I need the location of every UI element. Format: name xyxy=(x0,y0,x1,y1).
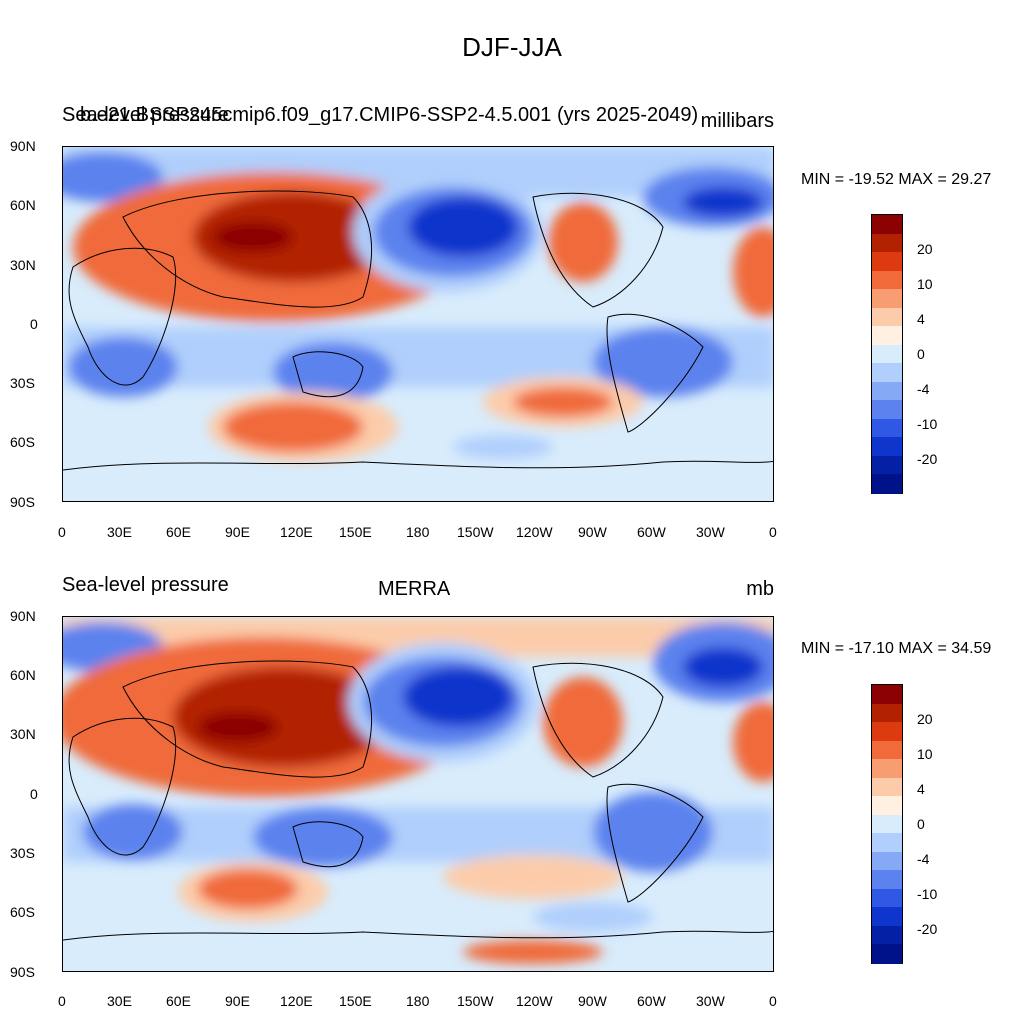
panel-1-lat-label: 30N xyxy=(10,257,36,273)
colorbar-swatch xyxy=(872,759,902,779)
panel-2-units: mb xyxy=(746,578,774,600)
panel-2-map xyxy=(62,616,774,972)
colorbar-swatch xyxy=(872,455,902,475)
colorbar-swatch xyxy=(872,252,902,272)
panel-1-lon-label: 90E xyxy=(225,524,250,540)
panel-1-lon-label: 60E xyxy=(166,524,191,540)
panel-2-lon-label: 90E xyxy=(225,993,250,1009)
panel-1-map xyxy=(62,146,774,502)
panel-1-lat-label: 90S xyxy=(10,494,35,510)
colorbar-swatch xyxy=(872,381,902,401)
panel-2-colorbar-label: 4 xyxy=(917,781,925,797)
colorbar-swatch xyxy=(872,418,902,438)
panel-2-field xyxy=(63,617,773,971)
panel-2-lon-label: 0 xyxy=(58,993,66,1009)
panel-2-lon-label: 120E xyxy=(280,993,313,1009)
colorbar-swatch xyxy=(872,474,902,494)
panel-2-center-title: MERRA xyxy=(378,578,451,600)
panel-1-lon-label: 90W xyxy=(578,524,607,540)
colorbar-swatch xyxy=(872,870,902,890)
colorbar-swatch xyxy=(872,233,902,253)
colorbar-swatch xyxy=(872,925,902,945)
panel-2-colorbar xyxy=(871,684,903,964)
panel-1-lon-label: 120E xyxy=(280,524,313,540)
panel-1-lat-label: 0 xyxy=(30,316,38,332)
panel-2-colorbar-label: -20 xyxy=(917,921,938,937)
panel-1-colorbar xyxy=(871,214,903,494)
colorbar-swatch xyxy=(872,796,902,816)
panel-2-minmax: MIN = -17.10 MAX = 34.59 xyxy=(801,640,992,657)
panel-1-lat-label: 30S xyxy=(10,375,35,391)
panel-1-case-title: b.e21.BSSP245cmip6.f09_g17.CMIP6-SSP2-4.… xyxy=(80,104,699,126)
panel-1-lat-label: 60N xyxy=(10,197,36,213)
panel-1-colorbar-label: 4 xyxy=(917,311,925,327)
panel-2-lon-label: 150W xyxy=(457,993,494,1009)
panel-1-lon-label: 30E xyxy=(107,524,132,540)
panel-2-left-title: Sea-level pressure xyxy=(62,574,229,596)
colorbar-swatch xyxy=(872,326,902,346)
panel-2-lon-label: 90W xyxy=(578,993,607,1009)
panel-2-lon-label: 60W xyxy=(637,993,666,1009)
panel-2-lat-label: 0 xyxy=(30,786,38,802)
panel-2-colorbar-label: 20 xyxy=(917,711,933,727)
colorbar-swatch xyxy=(872,289,902,309)
panel-2-lat-label: 90N xyxy=(10,608,36,624)
panel-1-lon-label: 150E xyxy=(339,524,372,540)
panel-2-colorbar-label: 0 xyxy=(917,816,925,832)
panel-1-minmax: MIN = -19.52 MAX = 29.27 xyxy=(801,171,992,188)
panel-2-lon-label: 60E xyxy=(166,993,191,1009)
panel-1-lon-label: 120W xyxy=(516,524,553,540)
colorbar-swatch xyxy=(872,777,902,797)
panel-2-lat-label: 90S xyxy=(10,964,35,980)
panel-1-lon-label: 0 xyxy=(769,524,777,540)
panel-1-colorbar-label: -10 xyxy=(917,416,938,432)
colorbar-swatch xyxy=(872,703,902,723)
panel-2-lat-label: 30S xyxy=(10,845,35,861)
colorbar-swatch xyxy=(872,344,902,364)
colorbar-swatch xyxy=(872,400,902,420)
panel-1-colorbar-label: 10 xyxy=(917,276,933,292)
panel-1-field xyxy=(63,147,773,501)
colorbar-swatch xyxy=(872,944,902,964)
panel-1-colorbar-label: -20 xyxy=(917,451,938,467)
panel-2-lon-label: 180 xyxy=(406,993,430,1009)
colorbar-swatch xyxy=(872,888,902,908)
panel-1-lon-label: 180 xyxy=(406,524,430,540)
panel-2-lon-label: 120W xyxy=(516,993,553,1009)
panel-2-lon-label: 150E xyxy=(339,993,372,1009)
panel-1-lat-label: 90N xyxy=(10,138,36,154)
panel-1-colorbar-label: 0 xyxy=(917,346,925,362)
panel-1-lon-label: 0 xyxy=(58,524,66,540)
panel-1-lon-label: 30W xyxy=(696,524,725,540)
panel-1-left-title: Sea-level pressure xyxy=(62,104,229,126)
colorbar-swatch xyxy=(872,270,902,290)
panel-2-colorbar-label: -10 xyxy=(917,886,938,902)
panel-2-lat-label: 60N xyxy=(10,667,36,683)
panel-1-lat-label: 60S xyxy=(10,434,35,450)
colorbar-swatch xyxy=(872,907,902,927)
colorbar-swatch xyxy=(872,722,902,742)
colorbar-swatch xyxy=(872,814,902,834)
colorbar-swatch xyxy=(872,215,902,235)
panel-2-lon-label: 0 xyxy=(769,993,777,1009)
panel-1-colorbar-label: 20 xyxy=(917,241,933,257)
panel-2-lon-label: 30W xyxy=(696,993,725,1009)
colorbar-swatch xyxy=(872,685,902,705)
colorbar-swatch xyxy=(872,851,902,871)
panel-2-colorbar-label: -4 xyxy=(917,851,930,867)
panel-1-units: millibars xyxy=(700,110,774,132)
panel-1-lon-label: 150W xyxy=(457,524,494,540)
panel-1-colorbar-label: -4 xyxy=(917,381,930,397)
panel-2-lat-label: 30N xyxy=(10,726,36,742)
colorbar-swatch xyxy=(872,307,902,327)
panel-1-lon-label: 60W xyxy=(637,524,666,540)
panel-2-lon-label: 30E xyxy=(107,993,132,1009)
panel-2-lat-label: 60S xyxy=(10,904,35,920)
panel-2-colorbar-label: 10 xyxy=(917,746,933,762)
main-title: DJF-JJA xyxy=(462,32,562,62)
colorbar-swatch xyxy=(872,833,902,853)
colorbar-swatch xyxy=(872,363,902,383)
colorbar-swatch xyxy=(872,740,902,760)
colorbar-swatch xyxy=(872,437,902,457)
